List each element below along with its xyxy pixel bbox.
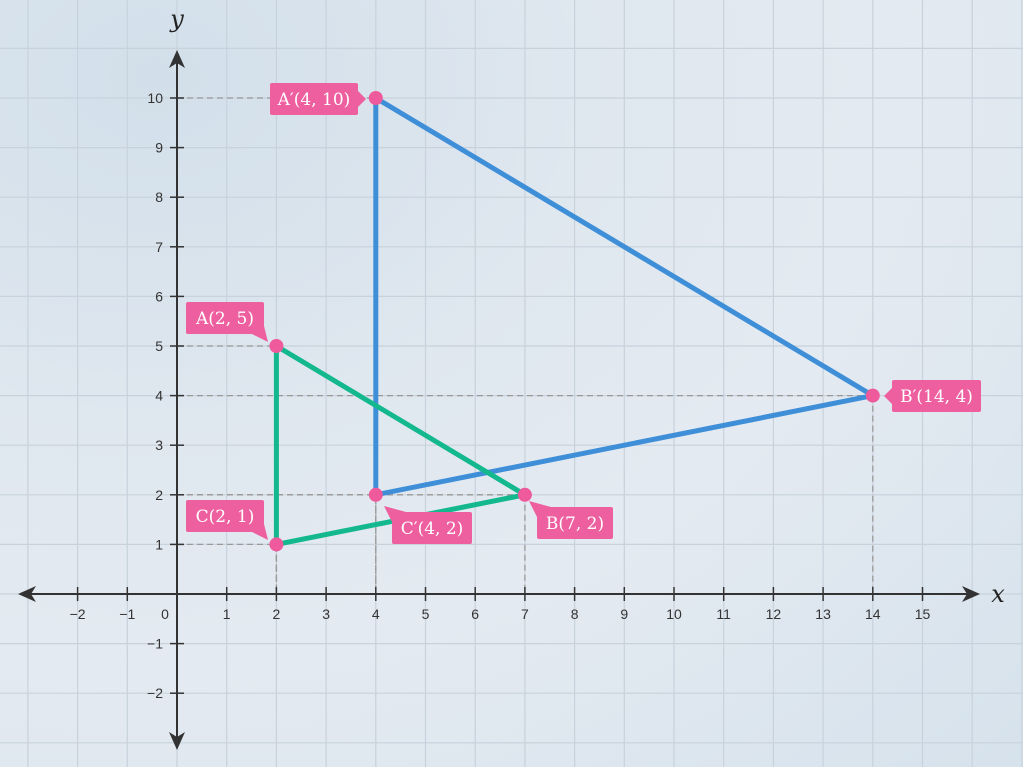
y-tick-label: 5 bbox=[155, 338, 163, 354]
point-A: A(2, 5) bbox=[186, 302, 284, 353]
x-axis-right-arrow-icon bbox=[962, 586, 980, 602]
x-tick-label: −2 bbox=[70, 606, 86, 622]
label-box bbox=[270, 83, 358, 115]
x-tick-label: 9 bbox=[620, 606, 628, 622]
x-tick-label: 11 bbox=[716, 606, 731, 622]
label-box bbox=[392, 512, 472, 544]
x-tick-label: 8 bbox=[571, 606, 579, 622]
axes: xy−2 −1 0 1 2 3 4 5 6 7 8 9 10 11 12 13 14 15−2−112345678… bbox=[18, 5, 1005, 750]
point-label: C(2, 1) bbox=[196, 507, 255, 527]
label-box bbox=[537, 507, 613, 539]
x-tick-label: 12 bbox=[766, 606, 782, 622]
point-C-prime: C′(4, 2) bbox=[368, 487, 472, 544]
image-triangle bbox=[373, 95, 876, 498]
vertex-dot bbox=[368, 91, 383, 105]
label-tail bbox=[358, 91, 366, 107]
x-tick-label: 6 bbox=[471, 606, 479, 622]
x-tick-label: 10 bbox=[666, 606, 682, 622]
x-tick-label: 4 bbox=[372, 606, 380, 622]
x-tick-label: 13 bbox=[815, 606, 831, 622]
point-label: C′(4, 2) bbox=[401, 519, 464, 539]
label-box bbox=[186, 302, 264, 334]
point-label: B(7, 2) bbox=[546, 514, 604, 534]
label-tail bbox=[884, 388, 892, 404]
label-box bbox=[186, 500, 264, 532]
x-tick-label: 3 bbox=[322, 606, 330, 622]
x-axis-left-arrow-icon bbox=[18, 586, 36, 602]
point-B-prime: B′(14, 4) bbox=[865, 380, 981, 412]
x-tick-label: 14 bbox=[865, 606, 881, 622]
y-axis-label: y bbox=[169, 5, 184, 33]
vertex-dot bbox=[269, 537, 284, 552]
vertex-dot bbox=[517, 487, 532, 502]
vertex-dot bbox=[865, 388, 880, 403]
vertex-dot bbox=[368, 487, 383, 502]
point-A-prime: A′(4, 10) bbox=[270, 83, 383, 115]
y-tick-label: 6 bbox=[155, 288, 163, 304]
x-tick-label: 0 bbox=[161, 606, 169, 622]
point-B: B(7, 2) bbox=[517, 487, 613, 539]
label-box bbox=[892, 380, 981, 412]
y-tick-label: 1 bbox=[155, 536, 163, 552]
y-tick-label: −1 bbox=[147, 636, 163, 652]
y-tick-label: 7 bbox=[155, 239, 163, 255]
y-tick-label: 3 bbox=[155, 437, 163, 453]
point-label: B′(14, 4) bbox=[900, 387, 973, 407]
y-axis-down-arrow-icon bbox=[169, 732, 185, 750]
x-axis-label: x bbox=[991, 580, 1005, 608]
x-tick-label: 15 bbox=[915, 606, 931, 622]
x-tick-label: −1 bbox=[119, 606, 135, 622]
y-tick-label: 10 bbox=[147, 90, 163, 106]
y-tick-label: 9 bbox=[155, 140, 163, 156]
point-label: A(2, 5) bbox=[195, 309, 254, 329]
y-tick-label: 8 bbox=[155, 189, 163, 205]
y-tick-label: 2 bbox=[155, 487, 163, 503]
x-tick-label: 7 bbox=[521, 606, 529, 622]
point-label: A′(4, 10) bbox=[277, 90, 351, 110]
y-tick-label: 4 bbox=[155, 388, 163, 404]
x-tick-label: 1 bbox=[223, 606, 231, 622]
y-axis-up-arrow-icon bbox=[169, 50, 185, 68]
vertex-dot bbox=[269, 339, 284, 353]
y-tick-label: −2 bbox=[147, 685, 163, 701]
point-C: C(2, 1) bbox=[186, 500, 284, 552]
x-tick-label: 2 bbox=[273, 606, 281, 622]
x-tick-label: 5 bbox=[422, 606, 430, 622]
